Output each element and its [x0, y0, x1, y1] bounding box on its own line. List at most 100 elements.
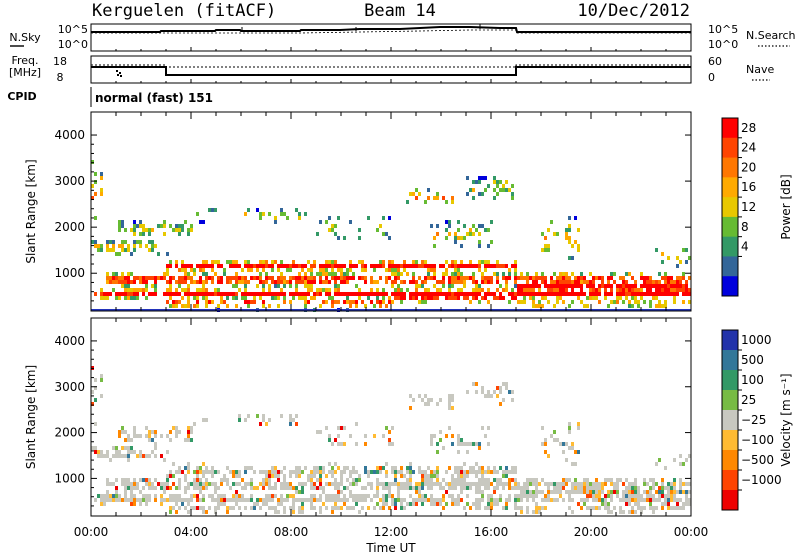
data-cell: [106, 482, 109, 486]
data-cell: [238, 494, 241, 498]
colorbar-tick-label: −500: [741, 453, 774, 467]
data-cell: [565, 272, 568, 276]
data-cell: [244, 296, 247, 300]
data-cell: [685, 292, 688, 296]
data-cell: [121, 244, 124, 248]
data-cell: [277, 304, 280, 308]
data-cell: [178, 280, 181, 284]
data-cell: [349, 470, 352, 474]
data-cell: [472, 232, 475, 236]
data-cell: [553, 490, 556, 494]
data-cell: [448, 280, 451, 284]
colorbar-tick-label: 25: [741, 393, 756, 407]
data-cell: [292, 470, 295, 474]
data-cell: [133, 224, 136, 228]
data-cell: [277, 280, 280, 284]
data-cell: [499, 478, 502, 482]
data-cell: [625, 288, 628, 292]
data-cell: [622, 494, 625, 498]
data-cell: [331, 470, 334, 474]
data-cell: [121, 248, 124, 252]
data-cell: [412, 296, 415, 300]
data-cell: [367, 292, 370, 296]
data-cell: [115, 490, 118, 494]
data-cell: [268, 288, 271, 292]
data-cell: [280, 272, 283, 276]
data-cell: [616, 284, 619, 288]
colorbar-tick-label: 8: [741, 220, 749, 234]
data-cell: [268, 304, 271, 308]
data-cell: [277, 478, 280, 482]
data-cell: [307, 280, 310, 284]
data-cell: [643, 482, 646, 486]
data-cell: [418, 482, 421, 486]
data-cell: [523, 300, 526, 304]
data-cell: [247, 264, 250, 268]
data-cell: [172, 506, 175, 510]
data-cell: [295, 490, 298, 494]
data-cell: [130, 498, 133, 502]
data-cell: [163, 272, 166, 276]
data-cell: [280, 288, 283, 292]
data-cell: [484, 280, 487, 284]
data-cell: [667, 502, 670, 506]
data-cell: [508, 292, 511, 296]
data-cell: [526, 506, 529, 510]
data-cell: [139, 240, 142, 244]
data-cell: [532, 280, 535, 284]
data-cell: [493, 188, 496, 192]
data-cell: [265, 264, 268, 268]
data-cell: [268, 284, 271, 288]
data-cell: [262, 280, 265, 284]
data-cell: [382, 296, 385, 300]
data-cell: [436, 482, 439, 486]
data-cell: [361, 486, 364, 490]
data-cell: [175, 288, 178, 292]
data-cell: [163, 224, 166, 228]
data-cell: [139, 502, 142, 506]
data-cell: [202, 272, 205, 276]
data-cell: [286, 482, 289, 486]
data-cell: [631, 284, 634, 288]
data-cell: [544, 296, 547, 300]
data-cell: [373, 280, 376, 284]
data-cell: [496, 180, 499, 184]
data-cell: [130, 288, 133, 292]
data-cell: [289, 482, 292, 486]
data-cell: [322, 264, 325, 268]
data-cell: [238, 276, 241, 280]
data-cell: [409, 406, 412, 410]
data-cell: [145, 434, 148, 438]
data-cell: [424, 264, 427, 268]
data-cell: [127, 482, 130, 486]
data-cell: [595, 296, 598, 300]
data-cell: [166, 292, 169, 296]
data-cell: [274, 506, 277, 510]
data-cell: [670, 284, 673, 288]
data-cell: [685, 498, 688, 502]
data-cell: [415, 188, 418, 192]
data-cell: [586, 494, 589, 498]
data-cell: [322, 288, 325, 292]
data-cell: [274, 474, 277, 478]
data-cell: [307, 498, 310, 502]
data-cell: [121, 280, 124, 284]
data-cell: [418, 490, 421, 494]
data-cell: [214, 292, 217, 296]
data-cell: [274, 494, 277, 498]
data-cell: [172, 494, 175, 498]
data-cell: [151, 438, 154, 442]
data-cell: [175, 430, 178, 434]
colorbar-label: Power [dB]: [779, 174, 793, 239]
data-cell: [598, 490, 601, 494]
data-cell: [604, 482, 607, 486]
data-cell: [253, 276, 256, 280]
data-cell: [634, 478, 637, 482]
data-cell: [442, 506, 445, 510]
data-cell: [511, 398, 514, 402]
data-cell: [475, 486, 478, 490]
data-cell: [682, 490, 685, 494]
data-cell: [169, 474, 172, 478]
colorbar-frame: [721, 329, 739, 511]
data-cell: [91, 184, 94, 188]
